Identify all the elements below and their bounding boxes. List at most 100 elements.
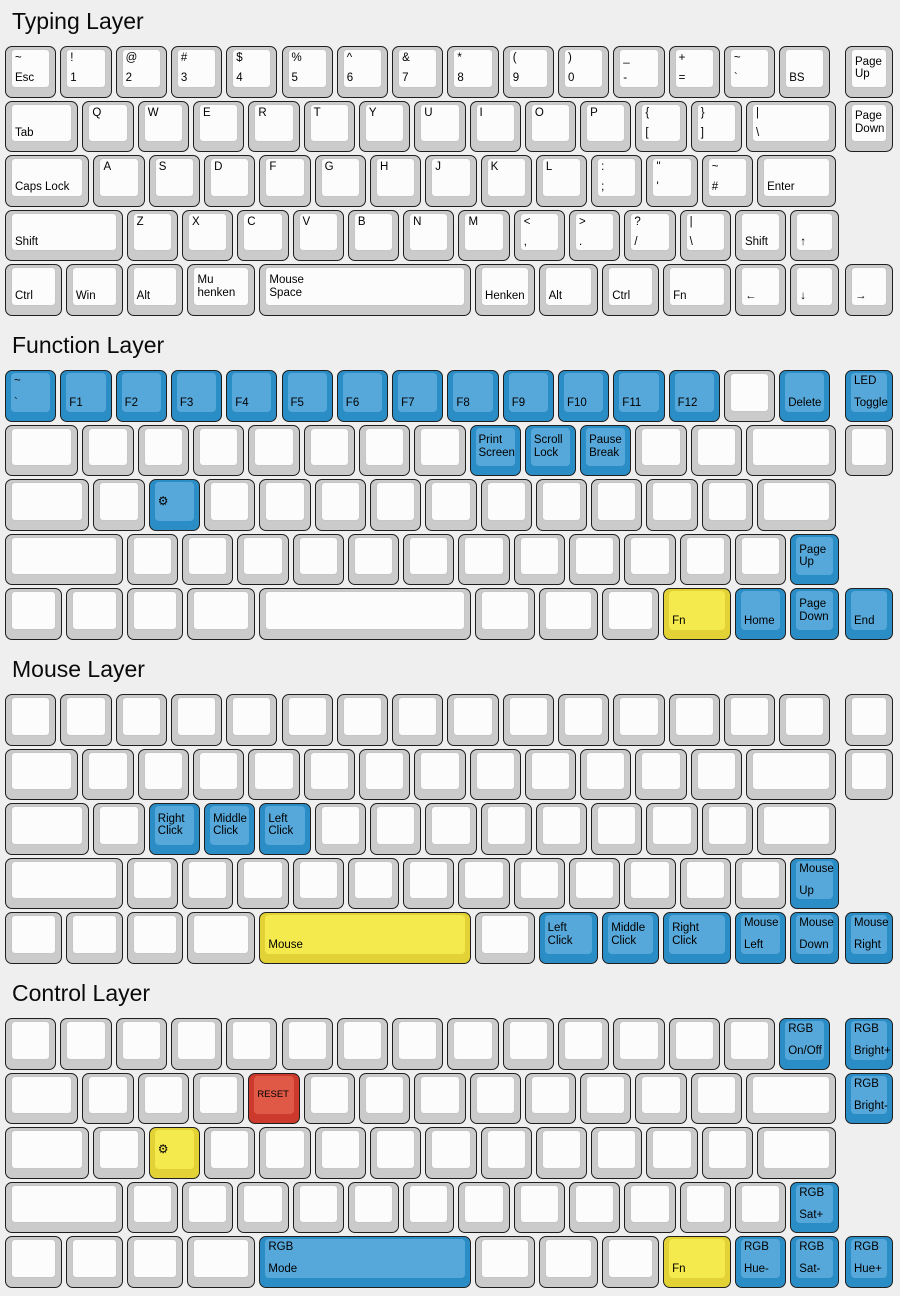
key-page-up[interactable]: Page Up [790,533,839,586]
key-blank[interactable] [137,424,190,477]
key-rgb-mode[interactable]: RGB Mode [259,1236,472,1288]
key-f[interactable]: F [259,155,311,207]
key-comma[interactable]: <, [513,209,566,262]
key-blank[interactable] [204,1127,256,1179]
key-backquote[interactable]: ~ ` [723,46,776,98]
key-a[interactable]: A [93,155,145,207]
key-period[interactable]: >. [569,209,621,262]
key-d[interactable]: D [204,155,256,207]
key-up-arrow[interactable]: ↑ [790,209,839,262]
key-left-arrow[interactable]: ← [734,264,787,316]
key-c[interactable]: C [237,209,289,262]
key-blank[interactable] [248,748,300,801]
key-blank[interactable] [137,748,190,801]
key-f8[interactable]: F8 [447,370,499,422]
key-blank[interactable] [226,1018,278,1070]
key-blank[interactable] [591,479,643,531]
key-3[interactable]: #3 [170,46,223,98]
key-blank[interactable] [502,1018,554,1070]
key-middle-click[interactable]: Middle Click [204,803,256,855]
key-blank[interactable] [845,694,893,746]
key-j[interactable]: J [425,155,477,207]
key-blank[interactable] [690,1072,743,1125]
key-blank[interactable] [624,857,676,910]
key-f2[interactable]: F2 [115,370,167,422]
key-mouse-left[interactable]: Mouse Left [734,912,787,964]
key-blank[interactable] [746,1072,837,1125]
key-blank[interactable] [303,748,355,801]
key-blank[interactable] [336,694,389,746]
key-fn[interactable]: Fn [663,264,731,316]
key-blank[interactable] [314,1127,366,1179]
key-blank[interactable] [303,1072,355,1125]
key-blank[interactable] [347,533,400,586]
key-blank[interactable] [5,1127,90,1179]
key-blank[interactable] [281,1018,333,1070]
key-blank[interactable] [259,588,472,640]
key-delete[interactable]: Delete [779,370,831,422]
key-0[interactable]: ) 0 [558,46,610,98]
key-blank[interactable] [635,748,687,801]
key-blank[interactable] [181,1181,234,1234]
key-blank[interactable] [65,1236,123,1288]
key-blank[interactable] [425,803,477,855]
key-alt-left[interactable]: Alt [126,264,184,316]
key-blank[interactable] [635,424,687,477]
key-blank[interactable] [93,1127,145,1179]
key-h[interactable]: H [369,155,422,207]
key-blank[interactable] [635,1072,687,1125]
key-blank[interactable] [734,1181,787,1234]
key-equals[interactable]: + = [668,46,720,98]
key-blank[interactable] [5,424,79,477]
key-blank[interactable] [187,912,256,964]
key-7[interactable]: & 7 [392,46,444,98]
key-blank[interactable] [425,479,477,531]
key-blank[interactable] [701,803,754,855]
key-slash[interactable]: ? / [624,209,676,262]
key-blank[interactable] [425,1127,477,1179]
key-x[interactable]: X [181,209,234,262]
key-blank[interactable] [126,1181,178,1234]
key-blank[interactable] [690,424,743,477]
key-right-arrow[interactable]: → [845,264,893,316]
key-blank[interactable] [414,1072,466,1125]
key-q[interactable]: Q [82,100,134,153]
key-blank[interactable] [535,1127,588,1179]
key-blank[interactable] [624,1181,676,1234]
key-blank[interactable] [646,479,698,531]
key-f11[interactable]: F11 [613,370,665,422]
key-rgb-sat-minus[interactable]: RGB Sat- [790,1236,839,1288]
key-blank[interactable] [513,1181,566,1234]
key-blank[interactable] [187,1236,256,1288]
key-blank[interactable] [60,1018,112,1070]
key-mouse-up[interactable]: Mouse Up [790,857,839,910]
key-page-down[interactable]: Page Down [790,588,839,640]
key-blank[interactable] [82,748,134,801]
key-f5[interactable]: F5 [281,370,333,422]
key-blank[interactable] [358,424,411,477]
key-blank[interactable] [5,1072,79,1125]
key-v[interactable]: V [292,209,344,262]
key-6[interactable]: ^ 6 [336,46,389,98]
key-blank[interactable] [237,1181,289,1234]
key-end[interactable]: End [845,588,893,640]
key-blank[interactable] [723,1018,776,1070]
key-reset[interactable]: RESET [248,1072,300,1125]
key-t[interactable]: T [303,100,355,153]
key-blank[interactable] [170,1018,223,1070]
key-blank[interactable] [403,1181,455,1234]
key-1[interactable]: ! 1 [60,46,112,98]
key-i[interactable]: I [469,100,521,153]
key-blank[interactable] [204,479,256,531]
key-blank[interactable] [475,912,535,964]
key-blank[interactable] [458,1181,510,1234]
key-blank[interactable] [734,533,787,586]
key-blank[interactable] [403,857,455,910]
key-right-click[interactable]: Right Click [148,803,201,855]
key-blank[interactable] [259,1127,311,1179]
key-blank[interactable] [602,1236,660,1288]
key-f1[interactable]: F1 [60,370,112,422]
key-4[interactable]: $4 [226,46,278,98]
key-blank[interactable] [458,533,510,586]
key-blank[interactable] [126,588,184,640]
